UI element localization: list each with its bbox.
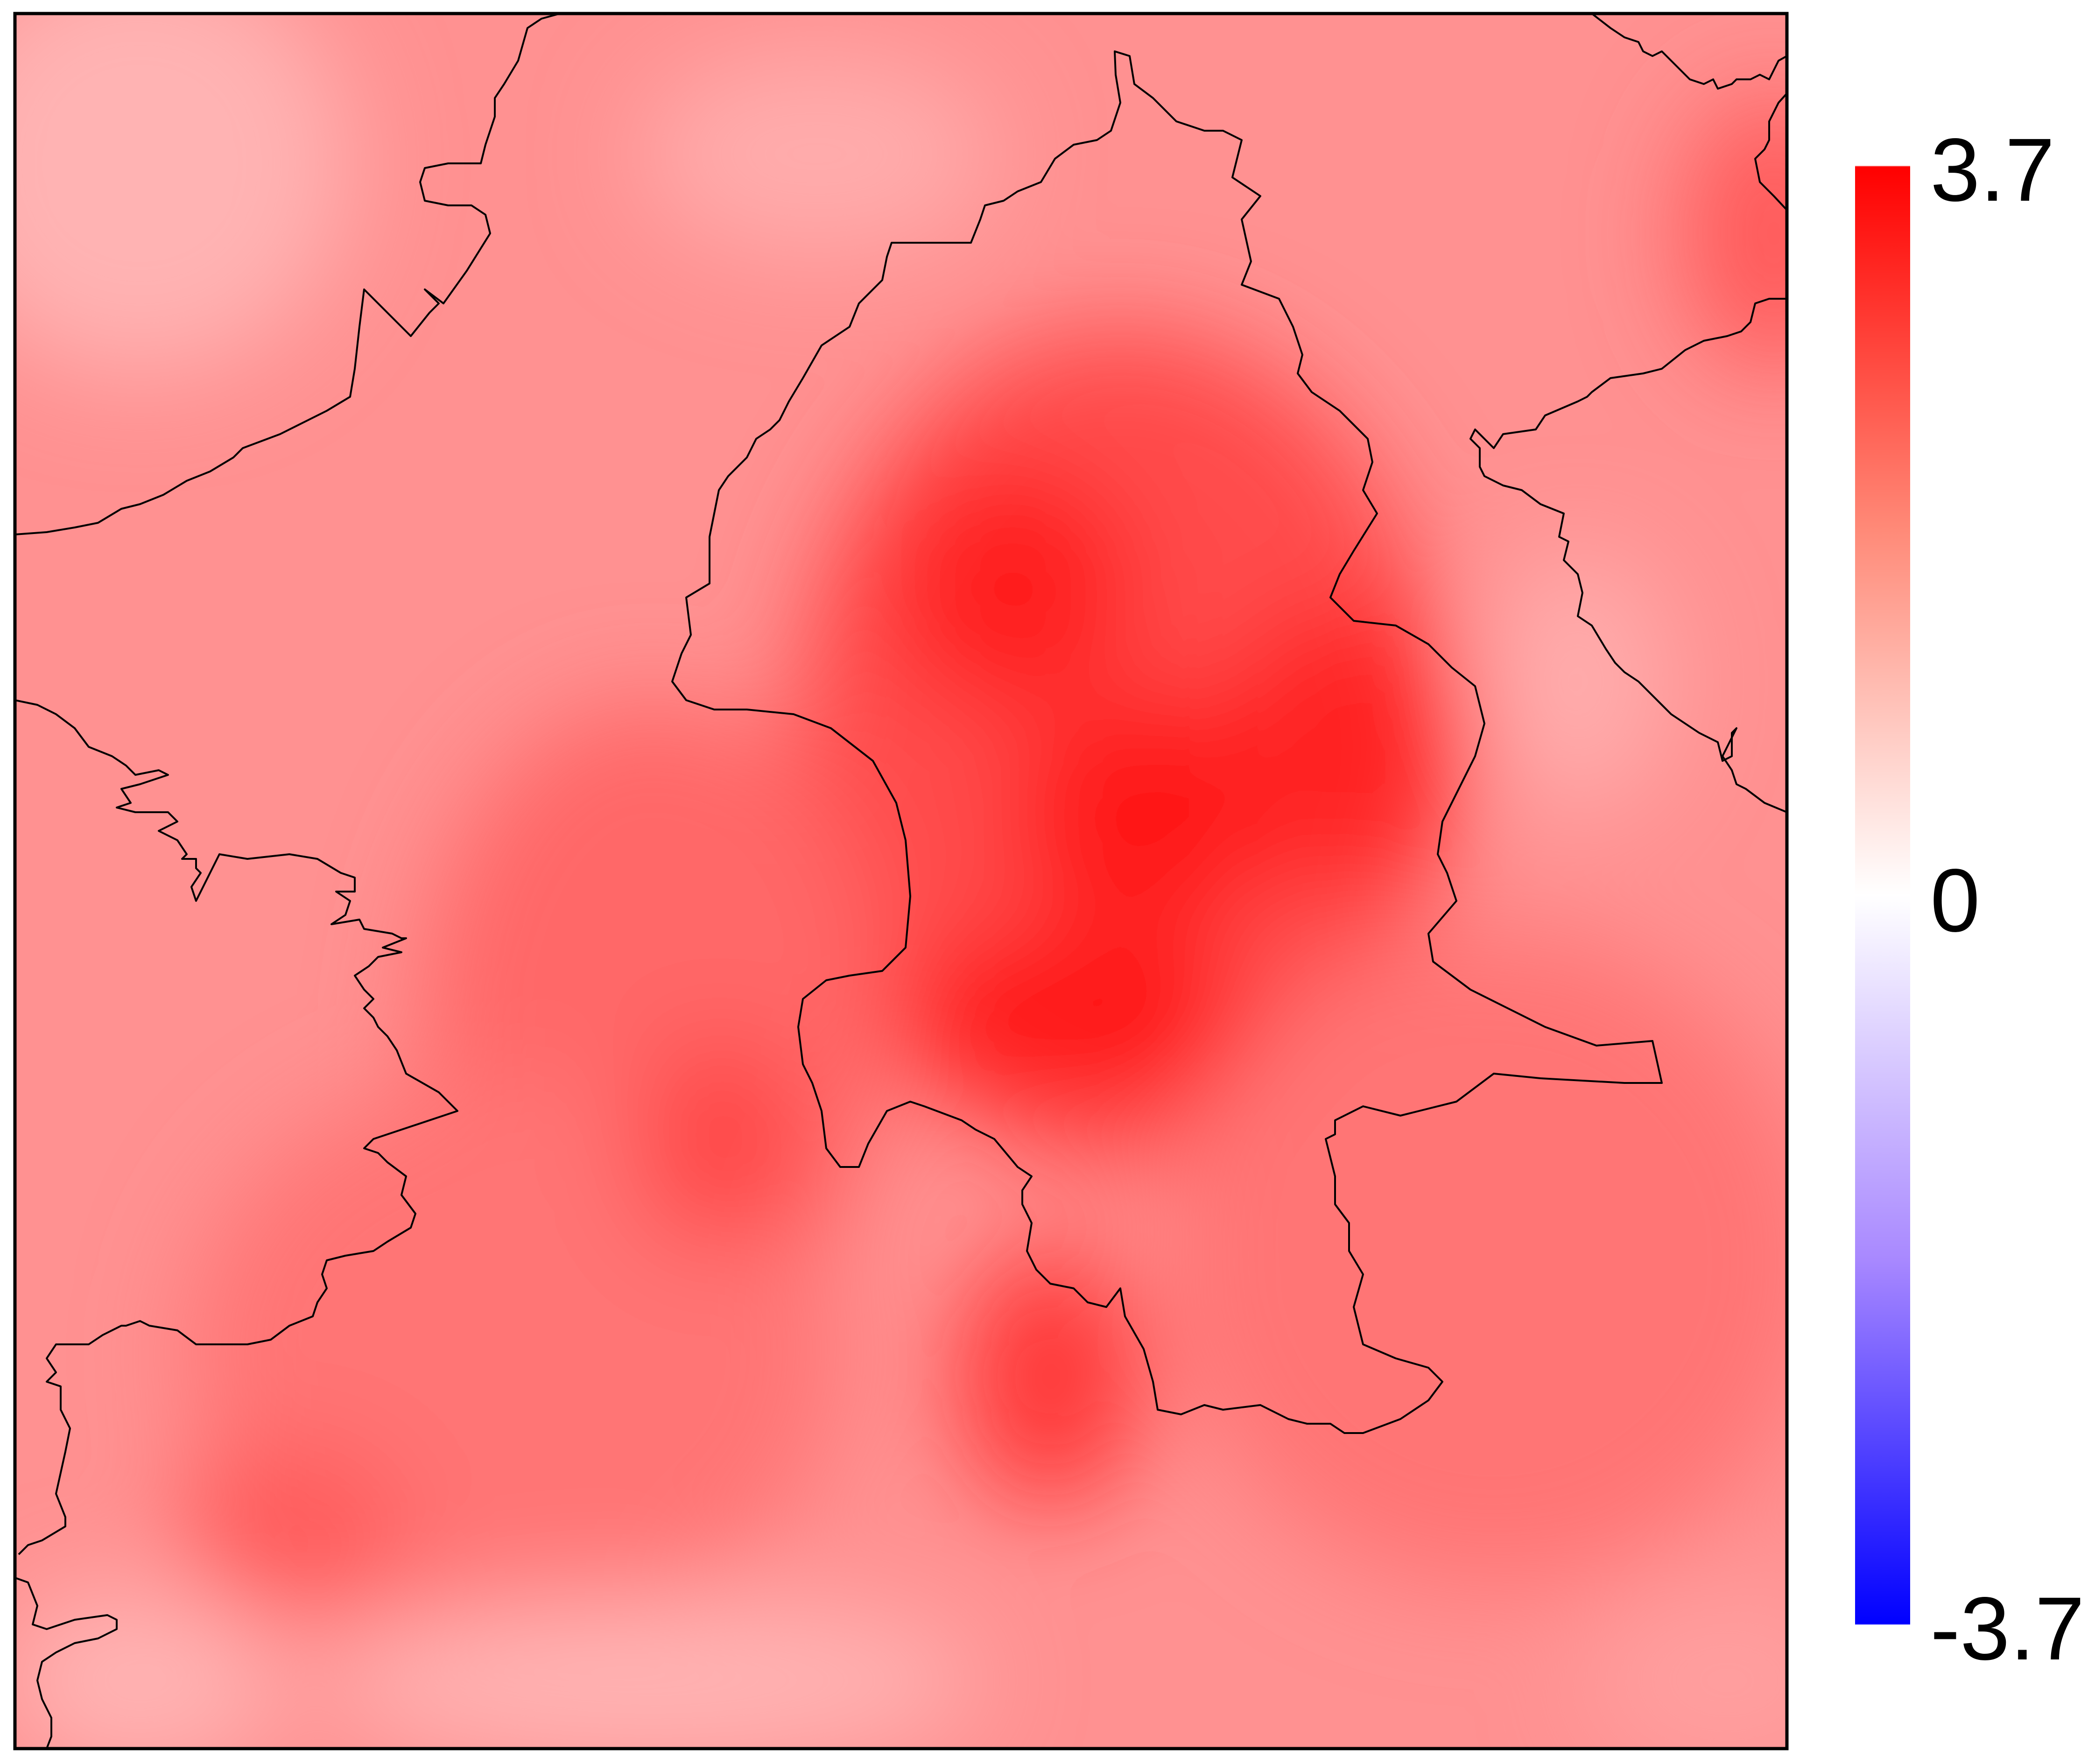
field-patch-north-center-light xyxy=(640,51,994,257)
field-patch-5 xyxy=(1587,1587,1787,1749)
northeast-coast-border xyxy=(1591,14,1787,90)
colorbar-gradient xyxy=(1855,166,1910,1625)
field-patch-south-bottom-light xyxy=(327,1596,980,1749)
northeast-border xyxy=(1469,298,1787,813)
central-district-border xyxy=(671,50,1663,1434)
field-hotspot-east-lobe xyxy=(1223,607,1466,887)
map-frame xyxy=(13,12,1789,1750)
colorbar-max-label: 3.7 xyxy=(1930,119,2055,220)
southwest-border xyxy=(15,1577,118,1749)
field-patch-4 xyxy=(15,1587,280,1749)
field-hotspot-southwest xyxy=(177,1447,401,1615)
field-patch-2 xyxy=(1167,934,1787,1587)
field-hotspot-central-core-north xyxy=(892,467,1134,710)
colorbar-min-label: -3.7 xyxy=(1930,1578,2085,1679)
colorbar-mid-label: 0 xyxy=(1930,850,1980,950)
east-coast-border xyxy=(1754,92,1787,211)
field-hotspot-south-spur xyxy=(957,1246,1144,1508)
field-patch-east-light xyxy=(1484,551,1671,812)
field-hotspot-central-core-middle xyxy=(1013,696,1274,938)
field-patch-northwest-light xyxy=(15,14,350,373)
field-hotspot-central-core-south xyxy=(896,938,1251,1097)
colorbar: 3.7 0 -3.7 xyxy=(1855,119,2085,1679)
west-border xyxy=(15,699,458,1555)
field-hotspot-northeast-corner xyxy=(1680,93,1787,373)
field-hotspot-west-center xyxy=(635,1041,803,1246)
heatmap-field xyxy=(15,14,1787,1749)
region-borders xyxy=(15,14,1787,1749)
northwest-border xyxy=(15,14,561,535)
